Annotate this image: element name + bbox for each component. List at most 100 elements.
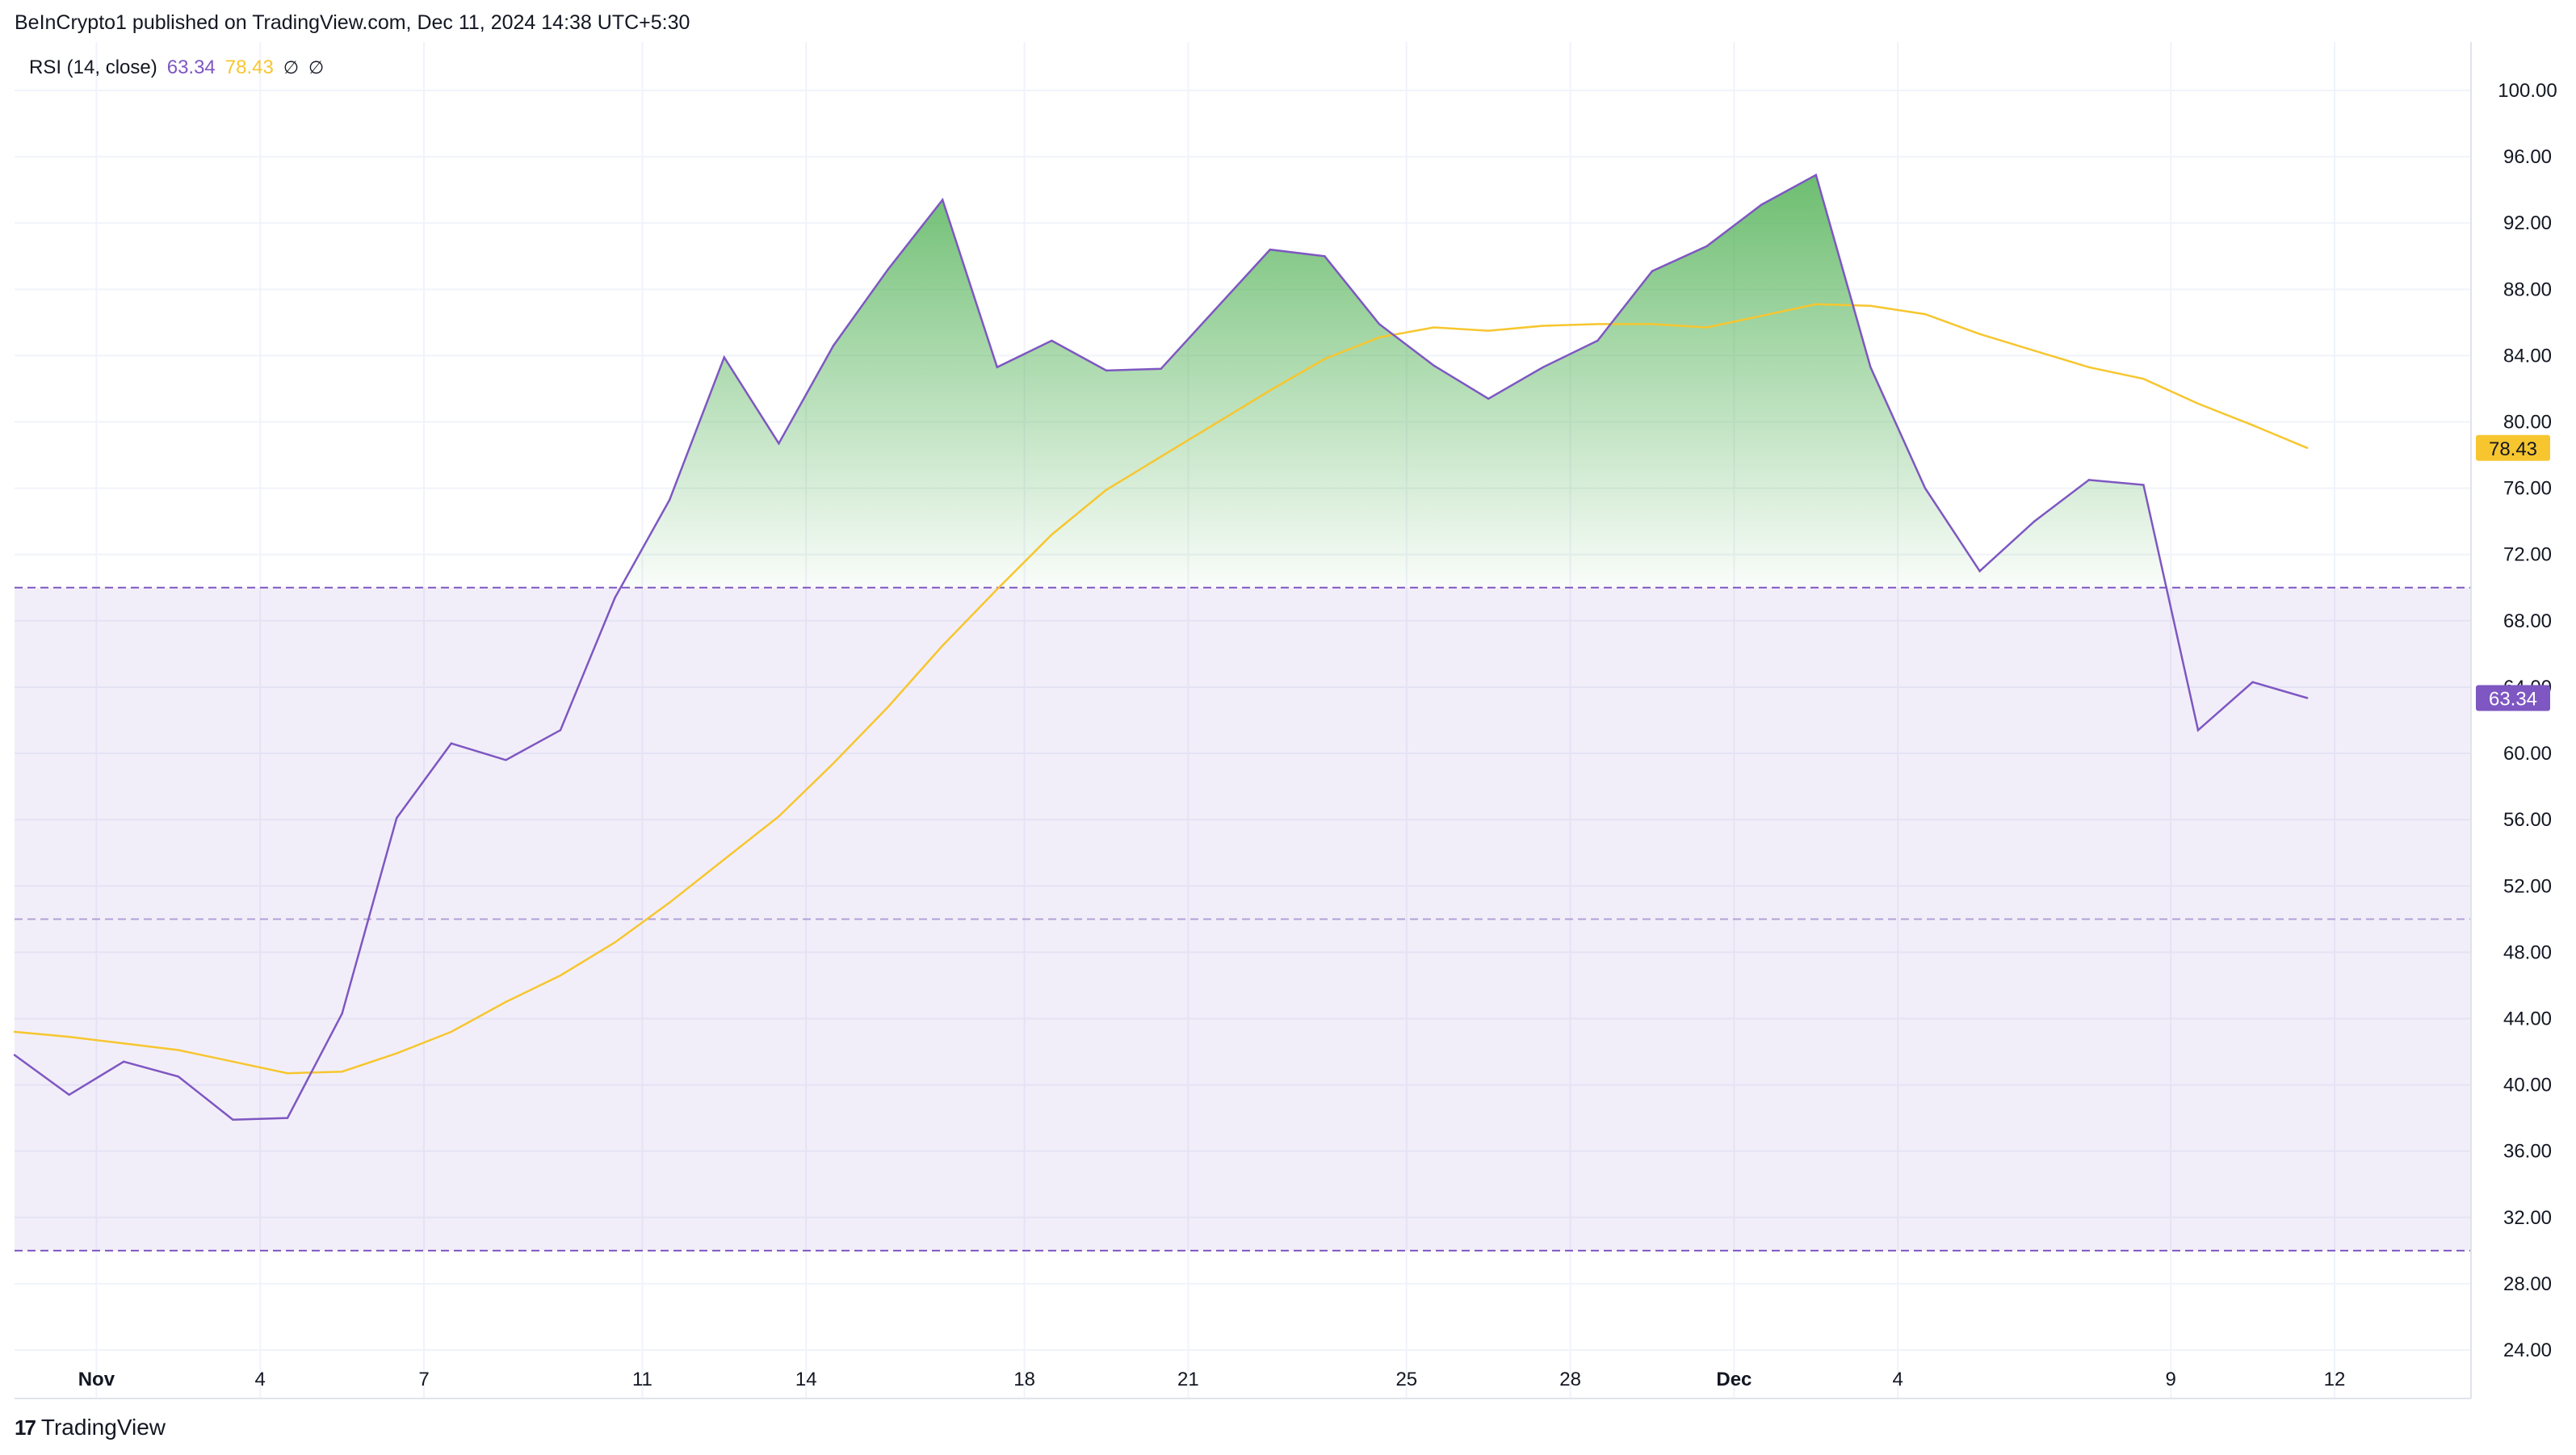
rsi-point — [1760, 203, 1763, 206]
ma-point — [396, 1052, 398, 1055]
rsi-value: 63.34 — [166, 57, 216, 78]
rsi-point — [1378, 323, 1381, 325]
rsi-point — [177, 1076, 179, 1078]
rsi-point — [123, 1060, 125, 1063]
publish-header: BeInCrypto1 published on TradingView.com… — [15, 11, 690, 34]
rsi-point — [1051, 339, 1053, 342]
indicator-title: RSI (14, close) — [29, 57, 157, 78]
ma-point — [1051, 533, 1053, 536]
ma-point — [1105, 488, 1108, 491]
ma-point — [1433, 326, 1435, 329]
rsi-point — [832, 344, 835, 347]
y-tick-label: 40.00 — [2503, 1075, 2552, 1096]
na-value-2: ∅ — [308, 57, 325, 78]
x-tick-label: 28 — [1559, 1369, 1581, 1390]
rsi-point — [1705, 245, 1708, 248]
rsi-point — [887, 268, 889, 270]
rsi-point — [1651, 270, 1654, 272]
rsi-point — [450, 742, 452, 744]
ma-value-badge-label: 78.43 — [2489, 438, 2537, 460]
rsi-point — [232, 1118, 234, 1121]
y-tick-label: 56.00 — [2503, 809, 2552, 831]
tradingview-footer[interactable]: 17 TradingView — [15, 1415, 166, 1440]
y-tick-label: 92.00 — [2503, 212, 2552, 234]
rsi-value-badge-bg — [2476, 685, 2550, 711]
rsi-point — [1978, 570, 1981, 572]
y-tick-label: 28.00 — [2503, 1273, 2552, 1295]
indicator-legend[interactable]: RSI (14, close) 63.34 78.43 ∅ ∅ — [29, 57, 324, 79]
x-tick-label: Dec — [1716, 1369, 1752, 1390]
rsi-point — [723, 356, 725, 359]
ma-point — [1924, 312, 1927, 316]
rsi-point — [1215, 308, 1217, 311]
ma-point — [13, 1030, 16, 1034]
rsi-point — [559, 729, 562, 732]
ma-point — [2142, 377, 2145, 380]
value-badges: 78.43 63.34 — [2476, 434, 2550, 711]
rsi-point — [2087, 479, 2090, 481]
y-tick-label: 80.00 — [2503, 412, 2552, 434]
ma-value: 78.43 — [224, 57, 274, 78]
y-tick-label: 52.00 — [2503, 875, 2552, 897]
ma-point — [1378, 336, 1381, 339]
rsi-point — [505, 759, 507, 761]
rsi-point — [942, 199, 944, 201]
rsi-point — [1815, 174, 1817, 176]
ma-point — [614, 941, 616, 944]
x-tick-label: 14 — [795, 1369, 817, 1390]
y-tick-label: 100.00 — [2498, 80, 2557, 102]
rsi-point — [1269, 248, 1272, 251]
rsi-point — [1924, 487, 1927, 489]
x-tick-label: 7 — [418, 1369, 429, 1390]
ma-point — [68, 1035, 70, 1038]
na-value-1: ∅ — [283, 57, 300, 78]
ma-point — [996, 588, 999, 591]
y-tick-label: 44.00 — [2503, 1008, 2552, 1029]
rsi-point — [614, 596, 616, 599]
y-tick-label: 88.00 — [2503, 279, 2552, 300]
ma-point — [2196, 402, 2200, 405]
rsi-point — [1433, 364, 1435, 367]
data-points — [13, 174, 2309, 1121]
ma-point — [1869, 304, 1872, 308]
rsi-point — [996, 366, 999, 368]
ma-point — [177, 1049, 179, 1051]
ma-point — [1596, 323, 1599, 325]
ma-point — [2306, 447, 2309, 449]
rsi-point — [1160, 367, 1162, 371]
rsi-point — [669, 498, 671, 501]
ma-point — [723, 858, 725, 861]
ma-point — [505, 1000, 507, 1004]
rsi-point — [2142, 484, 2145, 486]
y-tick-label: 36.00 — [2503, 1141, 2552, 1163]
x-tick-label: 4 — [1893, 1369, 1903, 1390]
ma-point — [286, 1072, 289, 1075]
ma-point — [1978, 333, 1981, 335]
ma-point — [2087, 366, 2090, 368]
rsi-value-badge-label: 63.34 — [2489, 688, 2537, 710]
ma-point — [832, 762, 835, 765]
rsi-point — [1324, 255, 1326, 258]
y-tick-label: 60.00 — [2503, 743, 2552, 765]
ma-point — [1324, 358, 1326, 360]
rsi-point — [13, 1054, 16, 1056]
rsi-point — [341, 1013, 343, 1015]
rsi-point — [2033, 520, 2036, 522]
ma-point — [942, 644, 944, 647]
rsi-point — [1596, 339, 1599, 342]
overbought-fill — [620, 174, 2167, 587]
brand-name: TradingView — [40, 1415, 166, 1440]
x-tick-label: 9 — [2166, 1369, 2176, 1390]
rsi-point — [286, 1117, 289, 1119]
rsi-point — [68, 1093, 70, 1096]
ma-point — [1160, 455, 1162, 458]
rsi-point — [1487, 397, 1490, 400]
ma-point — [2251, 424, 2254, 426]
ma-point — [887, 706, 889, 708]
x-tick-label: 21 — [1177, 1369, 1199, 1390]
rsi-point — [396, 816, 398, 820]
y-axis: 100.00 96.00 92.00 88.00 84.00 80.00 76.00 72.0… — [2498, 80, 2557, 1361]
ma-point — [1487, 329, 1490, 332]
ma-point — [232, 1060, 234, 1063]
